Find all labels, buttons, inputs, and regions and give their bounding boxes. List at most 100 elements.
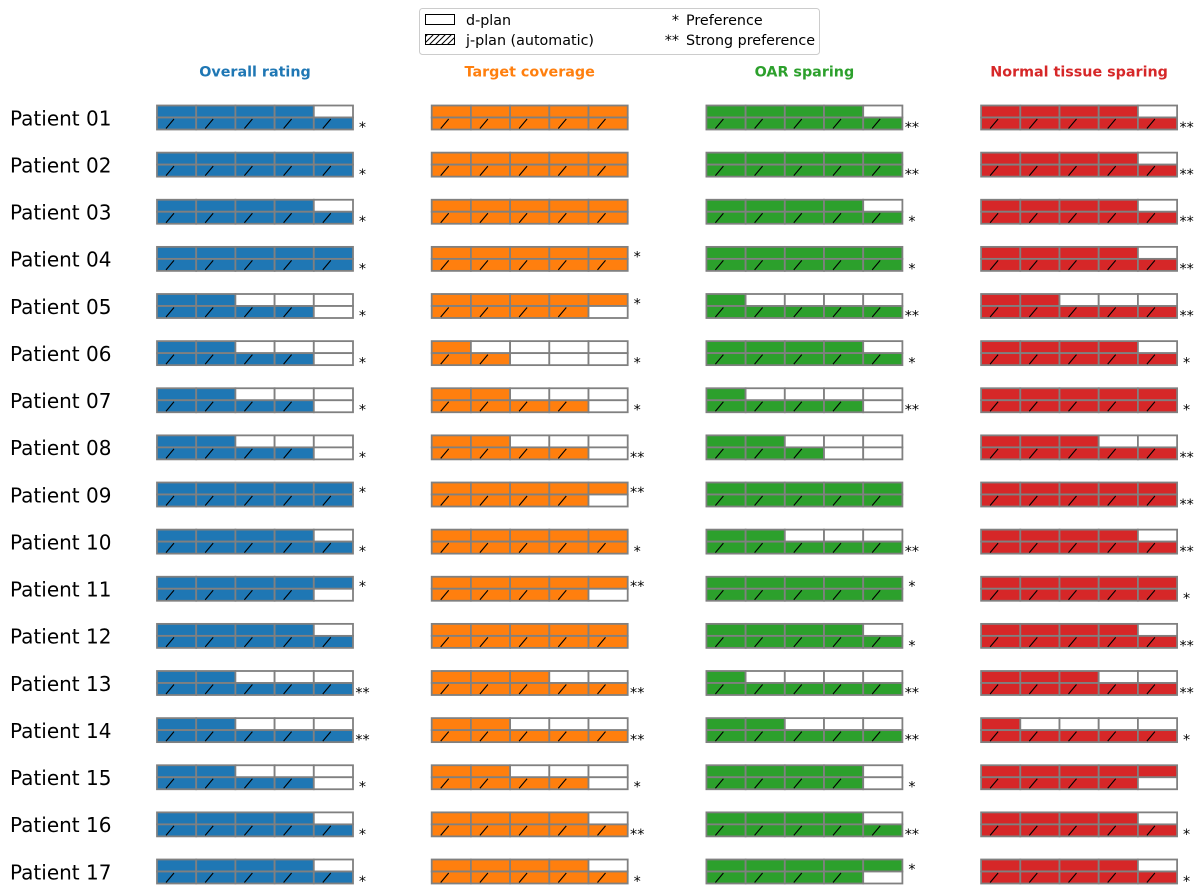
j-plan-hatch-line — [204, 165, 214, 176]
j-plan-filled-cell — [469, 682, 511, 696]
rating-group: * — [156, 811, 366, 843]
j-plan-hatch-line — [1068, 212, 1077, 224]
j-plan-hatch-line — [754, 260, 764, 271]
preference-mark: ** — [905, 733, 919, 749]
d-plan-filled-cell — [273, 575, 315, 590]
j-plan-hatch-line — [1146, 212, 1156, 224]
d-plan-filled-cell — [1019, 811, 1061, 826]
rating-group — [430, 198, 629, 225]
preference-mark: * — [908, 214, 915, 230]
j-plan-hatch-line — [283, 307, 293, 318]
j-plan-hatch-line — [832, 212, 842, 224]
j-plan-hatch-line — [832, 401, 842, 412]
d-plan-filled-cell — [469, 858, 511, 873]
j-plan-hatch-line — [283, 731, 293, 742]
j-plan-hatch-line — [597, 684, 606, 695]
legend-plan-label: d-plan — [466, 13, 511, 29]
j-plan-filled-cell — [195, 493, 237, 508]
legend: d-plan j-plan (automatic) * Preference ** Str… — [419, 8, 820, 55]
d-plan-filled-cell — [430, 717, 472, 732]
j-plan-filled-cell — [1058, 305, 1100, 319]
j-plan-filled-cell — [1137, 305, 1179, 319]
d-plan-empty-cell — [1137, 151, 1179, 166]
preference-mark: * — [359, 214, 366, 230]
j-plan-filled-cell — [744, 116, 786, 131]
j-plan-filled-cell — [469, 210, 511, 225]
j-plan-hatch-line — [204, 401, 214, 412]
rating-group: ** — [980, 104, 1194, 136]
d-plan-filled-cell — [195, 764, 237, 779]
j-plan-hatch-line — [793, 448, 803, 459]
d-plan-filled-cell — [156, 811, 198, 826]
d-plan-filled-cell — [509, 670, 551, 684]
d-plan-filled-cell — [1019, 481, 1061, 496]
patient-row: Patient 16 * ** ** * — [10, 811, 1190, 843]
preference-mark: * — [359, 485, 366, 501]
d-plan-filled-cell — [430, 481, 472, 496]
j-plan-hatch-line — [1107, 589, 1117, 601]
d-plan-empty-cell — [783, 528, 825, 543]
rating-group: ** — [156, 670, 370, 701]
j-plan-filled-cell — [1137, 823, 1179, 838]
d-plan-filled-cell — [1058, 387, 1100, 402]
d-plan-empty-cell — [548, 387, 590, 402]
j-plan-filled-cell — [705, 729, 747, 744]
j-plan-hatch-line — [989, 118, 999, 129]
rating-group: * — [430, 764, 641, 796]
j-plan-filled-cell — [509, 446, 551, 461]
j-plan-filled-cell — [469, 163, 511, 178]
j-plan-hatch-line — [871, 354, 881, 365]
preference-mark: * — [359, 780, 366, 796]
j-plan-hatch-line — [165, 542, 175, 553]
j-plan-hatch-line — [1107, 307, 1117, 318]
j-plan-filled-cell — [980, 776, 1022, 791]
j-plan-filled-cell — [548, 729, 590, 744]
d-plan-filled-cell — [587, 104, 629, 119]
j-plan-hatch-line — [871, 684, 881, 695]
d-plan-filled-cell — [823, 858, 865, 873]
j-plan-hatch-line — [283, 589, 293, 601]
rating-group: * — [156, 198, 366, 230]
rating-group: ** — [705, 104, 919, 136]
d-plan-filled-cell — [548, 858, 590, 873]
j-plan-hatch-line — [204, 637, 214, 648]
j-plan-filled-cell — [783, 493, 825, 508]
j-plan-hatch-line — [1068, 354, 1077, 365]
d-plan-filled-cell — [509, 104, 551, 119]
rating-group: ** — [980, 481, 1194, 513]
j-plan-hatch-line — [243, 212, 253, 224]
d-plan-empty-cell — [862, 198, 904, 213]
d-plan-filled-cell — [195, 151, 237, 166]
j-plan-filled-cell — [234, 446, 276, 461]
j-plan-hatch-line — [1068, 260, 1077, 271]
j-plan-hatch-line — [1068, 495, 1077, 506]
j-plan-filled-cell — [744, 493, 786, 508]
d-plan-filled-cell — [705, 481, 747, 496]
j-plan-hatch-line — [989, 495, 999, 506]
j-plan-hatch-line — [165, 825, 175, 836]
rating-group: ** — [980, 670, 1194, 701]
d-plan-filled-cell — [548, 151, 590, 166]
j-plan-filled-cell — [234, 634, 276, 649]
d-plan-empty-cell — [783, 387, 825, 402]
d-plan-empty-cell — [509, 434, 551, 449]
d-plan-filled-cell — [587, 245, 629, 260]
d-plan-filled-cell — [744, 764, 786, 779]
d-plan-filled-cell — [862, 858, 904, 873]
d-plan-empty-cell — [783, 670, 825, 684]
j-plan-filled-cell — [862, 257, 904, 272]
j-plan-hatch-line — [1068, 542, 1077, 553]
d-plan-filled-cell — [509, 151, 551, 166]
j-plan-filled-cell — [744, 823, 786, 838]
j-plan-hatch-line — [1107, 401, 1117, 412]
j-plan-hatch-line — [557, 684, 567, 695]
j-plan-hatch-line — [714, 448, 724, 459]
j-plan-hatch-line — [1028, 825, 1038, 836]
j-plan-filled-cell — [705, 587, 747, 602]
d-plan-filled-cell — [823, 151, 865, 166]
preference-mark: ** — [630, 450, 644, 466]
j-plan-hatch-line — [479, 307, 489, 318]
j-plan-filled-cell — [1097, 823, 1139, 838]
j-plan-filled-cell — [195, 540, 237, 555]
category-title: Normal tissue sparing — [990, 65, 1168, 81]
